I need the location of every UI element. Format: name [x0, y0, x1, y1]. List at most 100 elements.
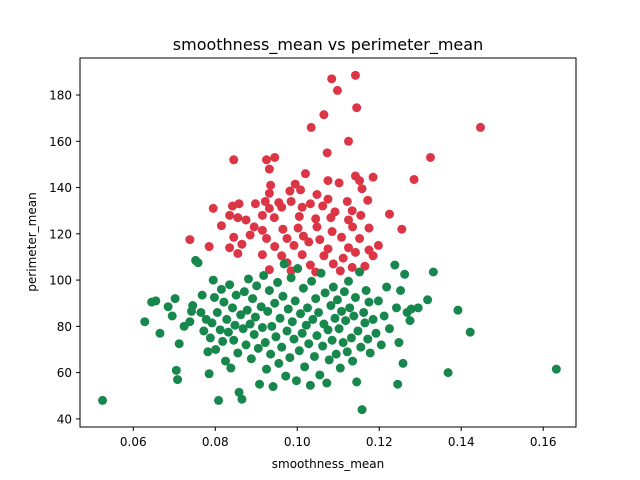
data-point [394, 338, 404, 348]
data-point [318, 201, 328, 211]
data-point [262, 233, 272, 243]
data-point [257, 323, 267, 333]
data-point [294, 211, 304, 221]
data-point [339, 287, 349, 297]
data-point [260, 338, 270, 348]
data-point [315, 370, 325, 380]
data-point [318, 341, 328, 351]
y-tick-label: 40 [57, 412, 72, 426]
data-point [308, 314, 318, 324]
x-tick-label: 0.10 [284, 435, 311, 449]
data-point [237, 239, 247, 249]
data-point [359, 307, 369, 317]
data-point [345, 303, 355, 313]
data-point [268, 382, 278, 392]
data-point [315, 235, 325, 245]
data-point [342, 347, 352, 357]
data-point [360, 261, 370, 271]
data-point [332, 85, 342, 95]
data-point [238, 324, 248, 334]
y-tick-label: 160 [49, 135, 72, 149]
data-point [277, 202, 287, 212]
data-point [320, 288, 330, 298]
data-point [185, 317, 195, 327]
data-point [225, 243, 235, 253]
data-point [331, 349, 341, 359]
data-point [391, 303, 401, 313]
data-point [309, 351, 319, 361]
data-point [365, 348, 375, 358]
data-point [368, 251, 378, 261]
y-axis-label: perimeter_mean [25, 192, 39, 291]
y-tick-label: 80 [57, 320, 72, 334]
data-point [296, 185, 306, 195]
data-point [301, 320, 311, 330]
data-point [253, 343, 263, 353]
data-point [204, 369, 214, 379]
data-point [222, 314, 232, 324]
data-point [196, 307, 206, 317]
data-point [311, 214, 321, 224]
data-point [209, 292, 219, 302]
data-point [344, 243, 353, 253]
data-point [185, 235, 195, 245]
data-point [98, 395, 108, 405]
data-point [298, 231, 308, 241]
data-point [297, 328, 307, 338]
data-point [241, 215, 251, 225]
data-point [274, 358, 284, 368]
data-point [357, 184, 367, 194]
data-point [237, 394, 247, 404]
data-point [259, 270, 269, 280]
data-point [257, 225, 267, 235]
data-point [230, 320, 240, 330]
data-point [264, 265, 274, 275]
data-point [266, 349, 276, 359]
data-point [298, 283, 308, 293]
data-point [212, 307, 222, 317]
data-point [357, 405, 367, 415]
data-point [188, 301, 198, 311]
data-point [264, 286, 274, 295]
data-point [335, 266, 345, 276]
data-point [382, 282, 392, 292]
data-point [290, 179, 300, 189]
data-point [350, 70, 360, 80]
data-point [324, 355, 334, 365]
data-point [350, 247, 360, 257]
data-point [293, 264, 303, 274]
x-tick-label: 0.16 [530, 435, 557, 449]
data-point [249, 222, 259, 232]
data-point [311, 294, 321, 304]
data-point [396, 286, 406, 295]
data-point [278, 224, 288, 234]
data-point [465, 327, 475, 337]
data-point [239, 287, 249, 297]
data-point [390, 260, 400, 270]
data-point [368, 314, 378, 324]
data-point [242, 305, 252, 315]
data-point [356, 210, 366, 220]
data-point [252, 281, 262, 291]
data-point [348, 356, 358, 366]
data-point [297, 250, 307, 260]
data-point [326, 213, 336, 223]
data-point [223, 327, 233, 337]
data-point [277, 251, 287, 261]
data-point [379, 311, 389, 321]
data-point [364, 297, 374, 307]
data-point [304, 237, 314, 247]
data-point [255, 379, 265, 389]
data-point [332, 295, 342, 305]
data-point [215, 325, 225, 335]
plot-frame [79, 57, 577, 428]
data-point [241, 340, 251, 350]
data-point [306, 122, 316, 132]
data-point [363, 334, 373, 344]
data-point [327, 74, 337, 84]
data-point [413, 303, 423, 313]
data-point [275, 313, 285, 323]
data-point [193, 258, 203, 268]
data-point [551, 364, 561, 374]
data-point [294, 346, 304, 356]
